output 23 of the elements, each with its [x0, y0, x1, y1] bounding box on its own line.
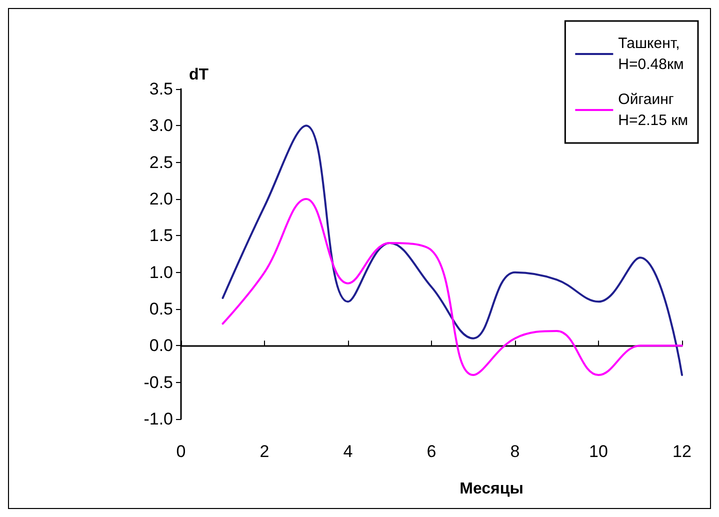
y-axis-title: dT	[189, 66, 209, 84]
y-tick-label: 2.0	[149, 190, 173, 208]
y-tick-label: -0.5	[144, 372, 173, 392]
legend-label: Ташкент, H=0.48км	[618, 35, 684, 73]
x-tick-label: 2	[260, 442, 270, 461]
legend-label: Ойгаинг H=2.15 км	[618, 91, 688, 129]
x-tick-label: 12	[672, 442, 692, 461]
line-series	[222, 198, 683, 376]
line-series	[222, 124, 683, 376]
x-tick-label: 4	[343, 442, 353, 461]
y-tick-label: 1.5	[149, 226, 173, 246]
y-tick-label: 0.5	[149, 300, 173, 318]
x-tick-label: 0	[176, 442, 186, 461]
y-tick-label: -1.0	[144, 410, 173, 428]
y-tick-label: 0.0	[149, 336, 173, 356]
x-axis-title: Месяцы	[460, 480, 524, 498]
x-tick-label: 6	[426, 442, 436, 461]
y-tick-label: 1.0	[149, 262, 173, 282]
y-tick-label: 3.0	[149, 116, 173, 136]
y-tick-label: 3.5	[149, 80, 173, 98]
y-tick-label: 2.5	[149, 152, 173, 172]
x-tick-label: 8	[510, 442, 520, 461]
x-tick-label: 10	[589, 442, 608, 461]
